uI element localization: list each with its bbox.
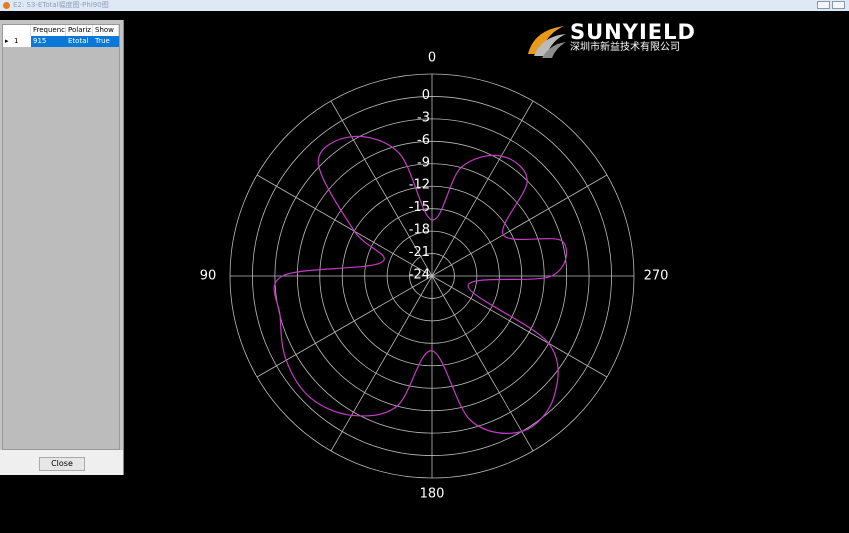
- grid-spoke: [431, 174, 608, 277]
- r-tick-label: -9: [417, 155, 430, 170]
- window-title: E2: S3-ETotal幅度图-Phi90图: [13, 1, 109, 9]
- theta-tick-label: 90: [200, 269, 217, 284]
- grid-spoke: [431, 275, 534, 452]
- theta-tick-label: 180: [420, 487, 445, 502]
- pattern-line: [273, 135, 568, 434]
- table-cell[interactable]: Etotal: [66, 36, 93, 47]
- grid-spoke: [330, 275, 433, 452]
- r-tick-label: -3: [417, 110, 430, 125]
- grid-spoke: [431, 100, 534, 277]
- r-tick-label: -24: [409, 268, 430, 283]
- close-button[interactable]: Close: [39, 457, 85, 471]
- table-cell[interactable]: 915: [31, 36, 66, 47]
- title-bar: E2: S3-ETotal幅度图-Phi90图: [0, 0, 849, 11]
- button-bar: Close: [0, 450, 123, 475]
- grid-spoke: [256, 174, 433, 277]
- theta-tick-label: 270: [644, 269, 669, 284]
- theta-tick-label: 0: [428, 51, 436, 66]
- column-header[interactable]: Frequenc: [31, 25, 66, 36]
- table-cell[interactable]: True: [93, 36, 119, 47]
- brand: SUNYIELD: [570, 20, 696, 44]
- r-tick-label: -21: [409, 245, 430, 260]
- restore-button[interactable]: [817, 1, 830, 9]
- column-header[interactable]: Polariz: [66, 25, 93, 36]
- r-tick-label: -15: [409, 200, 430, 215]
- row-number[interactable]: 1: [12, 36, 31, 47]
- grid-spoke: [431, 275, 608, 378]
- column-header[interactable]: Show: [93, 25, 119, 36]
- r-tick-label: -12: [409, 178, 430, 193]
- r-tick-label: -18: [409, 223, 430, 238]
- row-arrow: ▸: [3, 36, 12, 47]
- corner-cell: [3, 25, 31, 36]
- grid-spoke: [330, 100, 433, 277]
- app-icon: [3, 2, 10, 9]
- company: 深圳市新益技术有限公司: [570, 42, 680, 53]
- logo-icon: [528, 26, 566, 58]
- logo: SUNYIELD 深圳市新益技术有限公司: [524, 20, 704, 60]
- r-tick-label: -6: [417, 133, 430, 148]
- r-tick-label: 0: [422, 88, 430, 103]
- maximize-button[interactable]: [832, 1, 845, 9]
- side-panel: Frequenc Polariz Show ▸ 1 915 Etotal Tru…: [0, 20, 124, 475]
- grid-view: Frequenc Polariz Show ▸ 1 915 Etotal Tru…: [2, 24, 120, 450]
